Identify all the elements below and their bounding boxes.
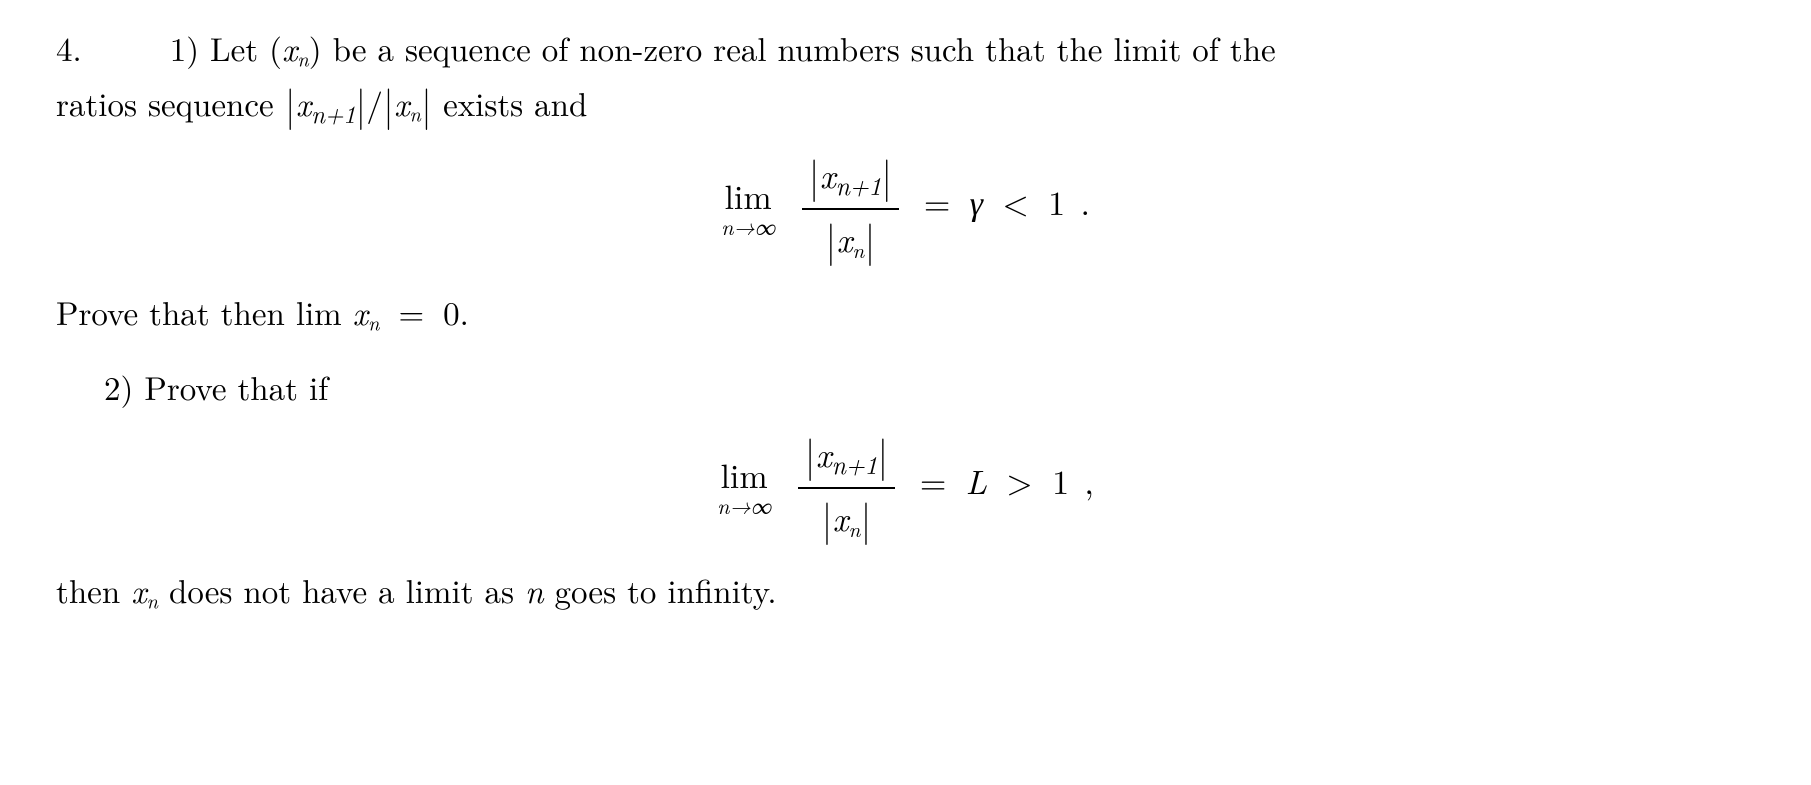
- p2-conc-a: then: [56, 566, 131, 613]
- eq-sign: =: [924, 177, 950, 225]
- p2-intro-text: Prove that if: [144, 363, 328, 410]
- p1-line2: ratios sequence |xn+1|/|xn| exists and: [56, 79, 1755, 132]
- lim-sub: n→∞: [721, 215, 775, 238]
- p2-conc-b: does not have a limit as: [158, 566, 525, 613]
- lt-sign: <: [1002, 177, 1028, 225]
- p2-label: 2): [104, 363, 133, 410]
- frac-den-2: |xn|: [798, 489, 894, 544]
- p1-intro-a: Let: [210, 24, 269, 71]
- gt-sign: >: [1006, 456, 1032, 504]
- n-var: n: [525, 566, 544, 613]
- p1-conclusion: Prove that then lim xn = 0.: [56, 288, 1755, 337]
- p1-line2b: exists and: [432, 79, 587, 126]
- one: 1: [1048, 177, 1065, 225]
- lim-xn-var: x: [353, 288, 368, 335]
- lim-operator: lim n→∞: [721, 178, 775, 238]
- seq-close: ): [309, 24, 322, 71]
- frac-den: |xn|: [802, 210, 898, 265]
- p2-xn-var: x: [131, 566, 146, 613]
- display-fraction-2: |xn+1| |xn|: [798, 429, 894, 545]
- frac-num-2: |xn+1|: [798, 429, 894, 489]
- p1-label: 1): [170, 24, 199, 71]
- ratio-den-sub: n: [409, 99, 421, 128]
- p2-xn-sub: n: [147, 586, 159, 615]
- L-sym: L: [966, 456, 987, 504]
- eq-sign-2: =: [920, 456, 946, 504]
- p2-conclusion: then xn does not have a limit as n goes …: [56, 566, 1755, 615]
- p1-line1: 4. 1) Let (xn) be a sequence of non-zero…: [56, 24, 1755, 73]
- display-fraction: |xn+1| |xn|: [802, 150, 898, 266]
- comma: ,: [1084, 456, 1093, 504]
- p2-display-eq: lim n→∞ |xn+1| |xn| = L > 1 ,: [56, 429, 1755, 545]
- lim-word: lim: [721, 178, 775, 212]
- seq-var: x: [282, 24, 297, 71]
- ratio-num-sub: n+1: [311, 96, 355, 131]
- p2-intro: 2) Prove that if: [56, 363, 1755, 411]
- gamma: γ: [970, 177, 983, 225]
- ratio-num-var: x: [296, 79, 311, 126]
- period: .: [1080, 177, 1089, 225]
- seq-open: (: [269, 24, 282, 71]
- frac-num: |xn+1|: [802, 150, 898, 210]
- p1-intro-b: be a sequence of non-zero real numbers s…: [322, 24, 1276, 71]
- one-2: 1: [1052, 456, 1069, 504]
- page: 4. 1) Let (xn) be a sequence of non-zero…: [0, 0, 1811, 616]
- abs-l: |: [285, 73, 296, 133]
- p1-line2a: ratios sequence: [56, 79, 285, 126]
- lim-word-inline: lim: [296, 288, 342, 335]
- p1-conc-a: Prove that then: [56, 288, 296, 335]
- period2: .: [460, 288, 469, 335]
- p2-conc-c: goes to infinity.: [544, 566, 777, 613]
- lim-sub-2: n→∞: [717, 494, 771, 517]
- lim-xn-sub: n: [368, 307, 380, 336]
- zero: 0: [443, 288, 460, 335]
- lim-operator-2: lim n→∞: [717, 457, 771, 517]
- seq-sub: n: [297, 44, 309, 73]
- abs-r2: |: [421, 73, 432, 133]
- abs-l2: |: [383, 73, 394, 133]
- lim-word-2: lim: [717, 457, 771, 491]
- ratio-slash: /: [366, 79, 383, 126]
- p1-display-eq: lim n→∞ |xn+1| |xn| = γ < 1 .: [56, 150, 1755, 266]
- problem-number: 4.: [56, 24, 82, 71]
- eq-inline: =: [398, 288, 424, 335]
- ratio-den-var: x: [394, 79, 409, 126]
- abs-r: |: [355, 73, 366, 133]
